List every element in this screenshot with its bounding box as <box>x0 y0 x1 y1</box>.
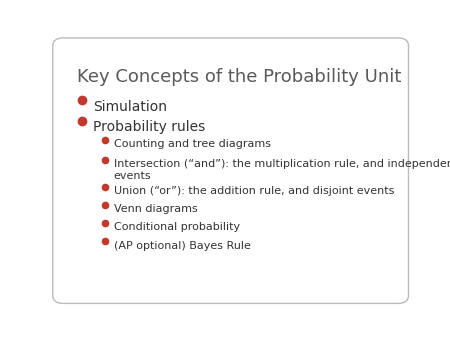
Text: Union (“or”): the addition rule, and disjoint events: Union (“or”): the addition rule, and dis… <box>114 186 394 196</box>
Text: Intersection (“and”): the multiplication rule, and independent
events: Intersection (“and”): the multiplication… <box>114 160 450 181</box>
Text: Venn diagrams: Venn diagrams <box>114 204 198 214</box>
FancyBboxPatch shape <box>53 38 409 304</box>
Text: Key Concepts of the Probability Unit: Key Concepts of the Probability Unit <box>77 68 401 86</box>
Text: Simulation: Simulation <box>93 100 167 114</box>
Text: (AP optional) Bayes Rule: (AP optional) Bayes Rule <box>114 241 251 251</box>
Text: Probability rules: Probability rules <box>93 120 205 135</box>
Text: Counting and tree diagrams: Counting and tree diagrams <box>114 139 271 149</box>
Text: Conditional probability: Conditional probability <box>114 222 240 233</box>
